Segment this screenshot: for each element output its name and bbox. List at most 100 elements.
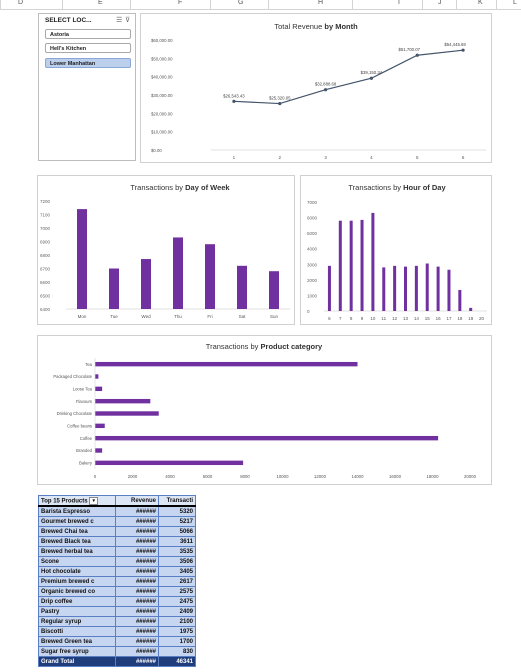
column-header-k[interactable]: K — [478, 0, 483, 6]
pivot-row[interactable]: Brewed Green tea ###### 1700 — [38, 636, 196, 647]
pivot-cell-revenue[interactable]: ###### — [115, 526, 159, 537]
pivot-row[interactable]: Brewed Chai tea ###### 5066 — [38, 526, 196, 537]
pivot-cell-transactions[interactable]: 2475 — [158, 596, 196, 607]
transactions-by-category-chart[interactable]: Transactions by Product category Tea Pack… — [37, 335, 492, 485]
column-header-f[interactable]: F — [178, 0, 183, 6]
slicer-item-astoria[interactable]: Astoria — [45, 29, 131, 39]
column-separator[interactable] — [352, 0, 353, 9]
pivot-cell-product[interactable]: Premium brewed c — [38, 576, 116, 587]
pivot-cell-product[interactable]: Brewed Green tea — [38, 636, 116, 647]
pivot-cell-transactions[interactable]: 5217 — [158, 516, 196, 527]
slicer-item-hells-kitchen[interactable]: Hell's Kitchen — [45, 43, 131, 53]
pivot-cell-product[interactable]: Grand Total — [38, 656, 116, 667]
filter-dropdown-icon[interactable]: ▾ — [89, 496, 99, 505]
location-slicer[interactable]: SELECT LOC... ☰ ⊽ Astoria Hell's Kitchen… — [38, 13, 136, 161]
pivot-row[interactable]: Regular syrup ###### 2100 — [38, 616, 196, 627]
pivot-cell-product[interactable]: Gourmet brewed c — [38, 516, 116, 527]
pivot-cell-product[interactable]: Brewed Chai tea — [38, 526, 116, 537]
pivot-cell-transactions[interactable]: 1975 — [158, 626, 196, 637]
pivot-cell-revenue[interactable]: ###### — [115, 626, 159, 637]
pivot-cell-revenue[interactable]: ###### — [115, 656, 159, 667]
pivot-cell-revenue[interactable]: ###### — [115, 576, 159, 587]
pivot-row[interactable]: Barista Espresso ###### 5320 — [38, 505, 196, 517]
transactions-by-hour-chart[interactable]: Transactions by Hour of Day 0 1000 2000 300… — [300, 175, 492, 325]
column-separator[interactable] — [422, 0, 423, 9]
pivot-cell-product[interactable]: Brewed herbal tea — [38, 546, 116, 557]
transactions-by-day-chart[interactable]: Transactions by Day of Week 6400 6500 6600… — [37, 175, 295, 325]
pivot-cell-revenue[interactable]: ###### — [115, 586, 159, 597]
pivot-row[interactable]: Drip coffee ###### 2475 — [38, 596, 196, 607]
pivot-cell-transactions[interactable]: 3611 — [158, 536, 196, 547]
pivot-row[interactable]: Brewed Black tea ###### 3611 — [38, 536, 196, 547]
column-header-j[interactable]: J — [438, 0, 442, 6]
pivot-cell-transactions[interactable]: 2617 — [158, 576, 196, 587]
column-header-h[interactable]: H — [318, 0, 324, 6]
pivot-cell-transactions[interactable]: 2575 — [158, 586, 196, 597]
column-separator[interactable] — [0, 0, 1, 9]
column-separator[interactable] — [62, 0, 63, 9]
pivot-row[interactable]: Gourmet brewed c ###### 5217 — [38, 516, 196, 527]
pivot-cell-revenue[interactable]: ###### — [115, 536, 159, 547]
pivot-cell-revenue[interactable]: ###### — [115, 606, 159, 617]
pivot-row[interactable]: Sugar free syrup ###### 830 — [38, 646, 196, 657]
revenue-by-month-chart[interactable]: Total Revenue by Month $0.00 $10,000.00 $2… — [140, 13, 492, 163]
column-separator[interactable] — [130, 0, 131, 9]
pivot-cell-product[interactable]: Organic brewed co — [38, 586, 116, 597]
pivot-cell-transactions[interactable]: 5066 — [158, 526, 196, 537]
pivot-cell-revenue[interactable]: ###### — [115, 646, 159, 657]
pivot-cell-product[interactable]: Sugar free syrup — [38, 646, 116, 657]
pivot-cell-transactions[interactable]: 3535 — [158, 546, 196, 557]
pivot-cell-revenue[interactable]: ###### — [115, 516, 159, 527]
pivot-cell-transactions[interactable]: 5320 — [158, 505, 196, 517]
pivot-row[interactable]: Hot chocolate ###### 3405 — [38, 566, 196, 577]
column-separator[interactable] — [268, 0, 269, 9]
hour-x-tick: 8 — [350, 316, 353, 321]
pivot-row[interactable]: Scone ###### 3506 — [38, 556, 196, 567]
pivot-cell-transactions[interactable]: 46341 — [158, 656, 196, 667]
pivot-cell-transactions[interactable]: 2409 — [158, 606, 196, 617]
pivot-cell-transactions[interactable]: 3506 — [158, 556, 196, 567]
column-header-i[interactable]: I — [398, 0, 400, 6]
pivot-cell-product[interactable]: Brewed Black tea — [38, 536, 116, 547]
column-separator[interactable] — [456, 0, 457, 9]
pivot-cell-product[interactable]: Hot chocolate — [38, 566, 116, 577]
pivot-cell-product[interactable]: Barista Espresso — [38, 505, 116, 517]
column-separator[interactable] — [496, 0, 497, 9]
pivot-cell-transactions[interactable]: 2100 — [158, 616, 196, 627]
pivot-row[interactable]: Biscotti ###### 1975 — [38, 626, 196, 637]
revenue-point — [415, 53, 419, 57]
pivot-row[interactable]: Organic brewed co ###### 2575 — [38, 586, 196, 597]
pivot-cell-product[interactable]: Scone — [38, 556, 116, 567]
column-header-d[interactable]: D — [18, 0, 24, 6]
pivot-cell-product[interactable]: Drip coffee — [38, 596, 116, 607]
column-header-g[interactable]: G — [238, 0, 244, 6]
column-header-e[interactable]: E — [98, 0, 103, 6]
multi-select-icon[interactable]: ☰ — [116, 17, 123, 24]
pivot-row[interactable]: Premium brewed c ###### 2617 — [38, 576, 196, 587]
pivot-cell-transactions[interactable]: 3405 — [158, 566, 196, 577]
pivot-cell-revenue[interactable]: ###### — [115, 546, 159, 557]
pivot-cell-product[interactable]: Biscotti — [38, 626, 116, 637]
category-bar — [95, 435, 439, 441]
pivot-cell-revenue[interactable]: ###### — [115, 616, 159, 627]
day-x-tick: Tue — [110, 314, 118, 319]
pivot-cell-product[interactable]: Regular syrup — [38, 616, 116, 627]
pivot-cell-transactions[interactable]: 830 — [158, 646, 196, 657]
column-header-l[interactable]: L — [513, 0, 517, 6]
pivot-cell-transactions[interactable]: 1700 — [158, 636, 196, 647]
slicer-item-lower-manhattan[interactable]: Lower Manhattan — [45, 58, 131, 68]
pivot-header-products[interactable]: Top 15 Products ▾ — [38, 495, 116, 507]
pivot-cell-product[interactable]: Pastry — [38, 606, 116, 617]
top-products-pivot-table[interactable]: Top 15 Products ▾ Revenue Transacti Bari… — [38, 495, 196, 667]
pivot-cell-revenue[interactable]: ###### — [115, 596, 159, 607]
clear-filter-icon[interactable]: ⊽ — [125, 17, 131, 24]
pivot-row[interactable]: Pastry ###### 2409 — [38, 606, 196, 617]
pivot-cell-revenue[interactable]: ###### — [115, 556, 159, 567]
pivot-cell-revenue[interactable]: ###### — [115, 505, 159, 517]
pivot-cell-revenue[interactable]: ###### — [115, 636, 159, 647]
pivot-cell-revenue[interactable]: ###### — [115, 566, 159, 577]
hour-x-tick: 10 — [370, 316, 376, 321]
pivot-grand-total-row[interactable]: Grand Total ###### 46341 — [38, 656, 196, 667]
column-separator[interactable] — [210, 0, 211, 9]
pivot-row[interactable]: Brewed herbal tea ###### 3535 — [38, 546, 196, 557]
